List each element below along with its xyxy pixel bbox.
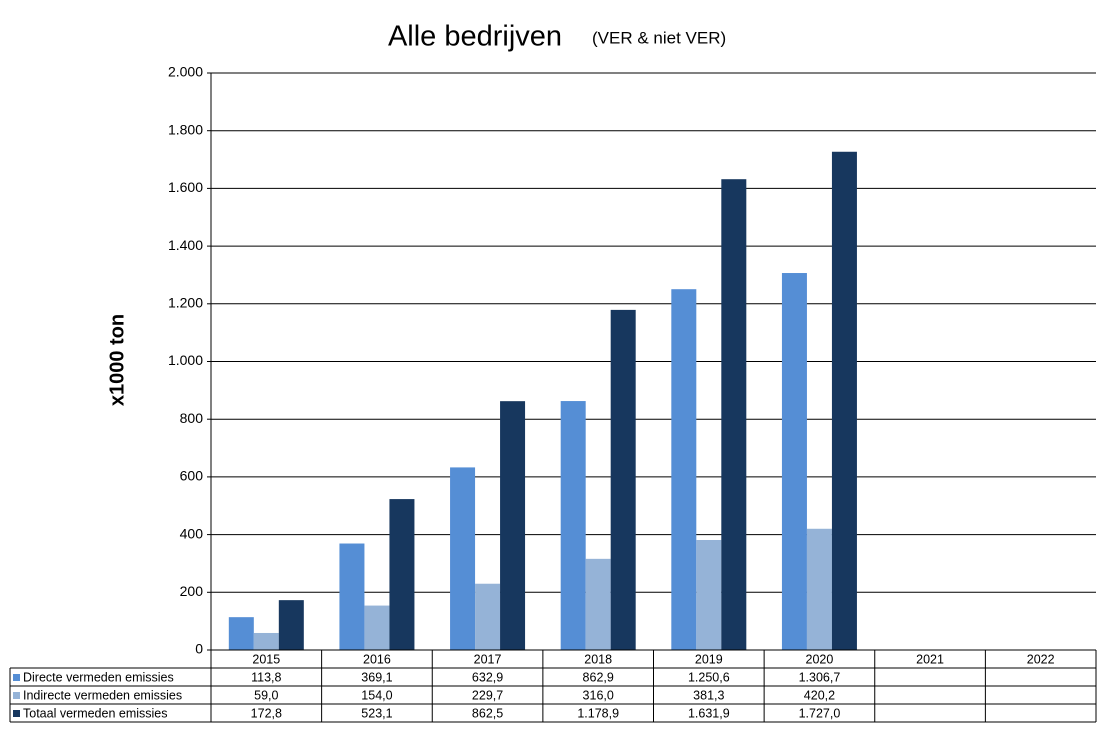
y-tick-label: 800 [180,410,204,426]
x-tick-label: 2015 [252,652,280,666]
bar [278,600,304,650]
data-label: 1.631,9 [688,706,730,720]
y-tick-label: 200 [180,583,204,599]
bar [475,583,501,650]
data-label: 1.178,9 [577,706,619,720]
y-tick-label: 1.800 [168,121,203,137]
x-tick-label: 2019 [695,652,723,666]
data-label: 862,5 [472,706,503,720]
y-tick-label: 1.200 [168,295,203,311]
data-label: 1.306,7 [799,670,841,684]
bar [228,617,254,650]
bar [696,539,722,650]
bar [364,605,390,650]
y-tick-label: 400 [180,525,204,541]
data-label: 523,1 [361,706,392,720]
data-label: 369,1 [361,670,392,684]
y-tick-label: 1.400 [168,237,203,253]
data-label: 1.250,6 [688,670,730,684]
legend-label: Directe vermeden emissies [23,670,174,684]
bar [585,558,611,650]
bar [389,499,415,650]
bar [831,151,857,650]
y-tick-label: 600 [180,468,204,484]
x-tick-label: 2018 [584,652,612,666]
data-label: 113,8 [251,670,281,684]
data-label: 154,0 [361,688,392,702]
data-label: 59,0 [254,688,278,702]
legend-swatch [13,692,20,699]
x-tick-label: 2022 [1027,652,1055,666]
y-tick-label: 1.000 [168,352,203,368]
data-label: 172,8 [251,706,282,720]
bar [781,273,807,650]
data-label: 420,2 [804,688,835,702]
x-tick-label: 2017 [474,652,502,666]
data-label: 632,9 [472,670,503,684]
legend-label: Indirecte vermeden emissies [23,688,182,702]
chart-title: Alle bedrijven [388,21,562,53]
bar [721,179,747,651]
x-tick-label: 2021 [916,652,944,666]
bar [560,401,586,650]
y-tick-label: 2.000 [168,64,203,80]
data-label: 381,3 [693,688,724,702]
x-tick-label: 2016 [363,652,391,666]
bar [253,632,279,650]
y-tick-label: 0 [195,641,203,657]
bar [610,309,636,650]
legend-label: Totaal vermeden emissies [23,706,168,720]
bar [671,289,697,650]
bar [500,401,526,650]
bar [450,467,476,650]
x-tick-label: 2020 [806,652,834,666]
legend-swatch [13,710,20,717]
data-label: 1.727,0 [799,706,841,720]
y-axis-label: x1000 ton [106,314,128,406]
chart-subtitle: (VER & niet VER) [592,28,726,47]
data-label: 862,9 [583,670,614,684]
data-label: 316,0 [583,688,614,702]
bar [339,543,365,650]
y-tick-label: 1.600 [168,179,203,195]
legend-swatch [13,674,20,681]
bar [806,528,832,650]
data-label: 229,7 [472,688,503,702]
